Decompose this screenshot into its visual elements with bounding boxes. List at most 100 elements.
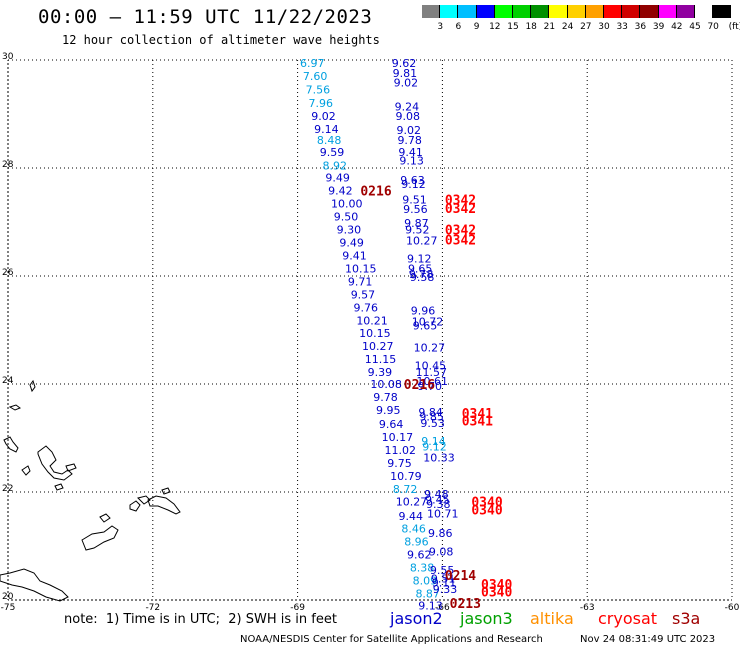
scale-label: 27 xyxy=(580,22,592,32)
swh-label: 7.56 xyxy=(306,84,331,97)
swh-label: 9.75 xyxy=(387,457,412,470)
y-tick-label: 30 xyxy=(2,52,14,62)
pass-time-label: 0341 xyxy=(462,407,493,422)
scale-label: 21 xyxy=(543,22,556,32)
swh-label: 10.72 xyxy=(412,315,444,328)
swh-label: 9.65 xyxy=(408,262,433,275)
legend-altika: altika xyxy=(530,609,574,628)
note-text: note: 1) Time is in UTC; 2) SWH is in fe… xyxy=(64,612,337,627)
y-tick-label: 28 xyxy=(2,160,14,170)
swh-label: 9.95 xyxy=(376,404,401,417)
swh-label: 10.27 xyxy=(362,340,394,353)
swh-label: 10.27 xyxy=(396,496,428,509)
pass-time-label: 0216 xyxy=(360,185,391,200)
swh-label: 8.92 xyxy=(323,159,348,172)
swh-label: 9.13 xyxy=(399,154,424,167)
swh-label: 7.96 xyxy=(308,97,333,110)
swh-label: 9.53 xyxy=(420,417,445,430)
swh-label: 9.87 xyxy=(404,217,429,230)
swh-label: 10.79 xyxy=(390,470,422,483)
pass-time-label: 0340 xyxy=(471,503,502,518)
scale-swatch xyxy=(658,5,677,18)
swh-label: 10.61 xyxy=(417,375,449,388)
pass-time-label: 0342 xyxy=(445,224,476,239)
scale-label: 3 xyxy=(437,22,444,32)
pass-time-label: 0340 xyxy=(471,496,502,511)
swh-label: 9.30 xyxy=(337,224,362,237)
island-outline xyxy=(137,495,151,505)
swh-label: 9.12 xyxy=(407,253,432,266)
scale-label: 15 xyxy=(507,22,519,32)
swh-label: 9.52 xyxy=(405,224,430,237)
pass-time-label: 0342 xyxy=(445,202,476,217)
axis-tick-labels: -75 -72 -69 -66 -63 -60 30 28 26 24 22 20 xyxy=(1,52,740,613)
swh-label: 9.02 xyxy=(396,124,421,137)
swh-label: 9.41 xyxy=(342,249,367,262)
swh-label: 11.02 xyxy=(384,444,416,457)
swh-label: 9.02 xyxy=(311,110,336,123)
swh-label: 9.50 xyxy=(334,211,359,224)
scale-swatch xyxy=(713,5,732,18)
swh-label: 9.39 xyxy=(368,366,393,379)
swh-label: 9.38 xyxy=(426,498,451,511)
scale-label: 42 xyxy=(671,22,683,32)
swh-label: 9.08 xyxy=(429,545,454,558)
y-tick-label: 22 xyxy=(2,484,13,494)
swh-label: 9.84 xyxy=(418,406,443,419)
swh-label: 9.57 xyxy=(351,288,376,301)
swh-label: 9.49 xyxy=(339,237,364,250)
pass-time-label: 0216 xyxy=(404,378,435,393)
pass-time-label: 0340 xyxy=(481,578,512,593)
swh-label: 10.45 xyxy=(415,360,447,373)
swh-label: 9.76 xyxy=(354,301,379,314)
swh-label: 9.78 xyxy=(397,134,422,147)
swh-label: 9.14 xyxy=(314,123,339,136)
island-outline xyxy=(21,465,31,476)
island-outline xyxy=(37,445,73,481)
pass-time-label: 0340 xyxy=(481,585,512,600)
swh-label: 10.71 xyxy=(427,508,459,521)
x-tick-label: -60 xyxy=(725,603,740,613)
legend-jason3: jason3 xyxy=(460,609,513,628)
swh-label: 9.02 xyxy=(394,77,419,90)
x-tick-label: -63 xyxy=(580,603,595,613)
swh-label: 9.65 xyxy=(413,320,438,333)
island-outline xyxy=(99,513,111,523)
swh-label: 8.09 xyxy=(413,575,438,588)
swh-label: 9.45 xyxy=(425,494,450,507)
island-outline xyxy=(8,404,22,411)
coast-hispaniola xyxy=(0,568,69,602)
swh-label: 10.08 xyxy=(370,378,402,391)
pass-time-label: 0342 xyxy=(445,193,476,208)
island-outline xyxy=(81,525,119,551)
island-outline xyxy=(161,487,171,495)
swh-label: 9.58 xyxy=(410,271,435,284)
island-outline xyxy=(65,463,77,472)
swh-label: 9.33 xyxy=(433,583,458,596)
swh-label: 10.17 xyxy=(382,431,414,444)
scale-label: 33 xyxy=(616,22,628,32)
pass-time-label: 0341 xyxy=(462,415,493,430)
island-outline xyxy=(129,500,141,512)
swh-label: 9.64 xyxy=(379,418,404,431)
legend-cryosat: cryosat xyxy=(598,609,658,628)
swh-label: 9.44 xyxy=(399,510,424,523)
scale-unit: (ft) xyxy=(728,22,740,32)
swh-label: 9.71 xyxy=(348,275,373,288)
scale-swatch xyxy=(585,5,604,18)
scale-swatch xyxy=(549,5,568,18)
page-title: 00:00 – 11:59 UTC 11/22/2023 xyxy=(38,6,373,28)
swh-label: 9.08 xyxy=(396,110,421,123)
swh-label: 8.48 xyxy=(317,134,342,147)
swh-label: 8.72 xyxy=(393,483,418,496)
swh-label: 9.62 xyxy=(407,549,432,562)
coastline xyxy=(0,379,181,602)
scale-swatch xyxy=(567,5,586,18)
swh-label: 9.24 xyxy=(395,100,420,113)
swh-label: 9.13 xyxy=(418,599,443,612)
swh-label: 9.55 xyxy=(430,564,455,577)
swh-label: 8.46 xyxy=(401,523,426,536)
grid-lines xyxy=(7,59,733,601)
swh-label: 9.62 xyxy=(392,57,417,70)
scale-swatch xyxy=(458,5,477,18)
